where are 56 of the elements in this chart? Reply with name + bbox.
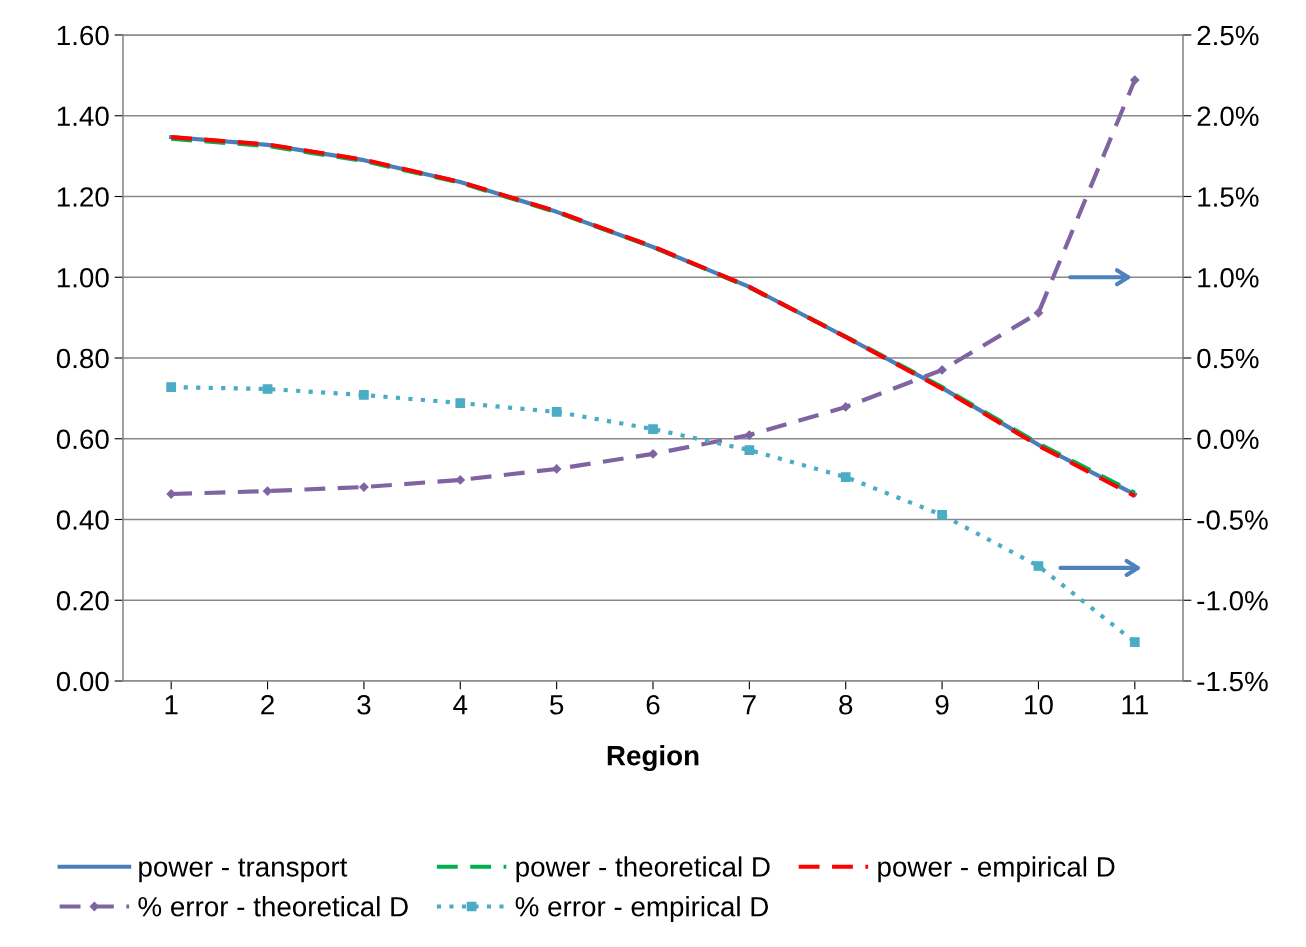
y2-tick-label: 0.5% [1197, 348, 1259, 369]
point [841, 402, 851, 412]
point [166, 382, 177, 392]
y-tick-label: 1.20 [57, 187, 109, 207]
point [166, 489, 176, 499]
x-tick-label: 9 [935, 694, 949, 715]
y-tick-label: 0.40 [56, 510, 109, 530]
x-tick-label: 4 [453, 695, 468, 715]
point [1129, 637, 1140, 647]
legend-label: power - transport [139, 858, 348, 883]
y2-tick-label: 2.5% [1197, 25, 1259, 46]
y-tick-label: 1.60 [57, 25, 109, 46]
point [937, 365, 947, 375]
y-tick-label: 0.20 [56, 590, 109, 611]
x-tick-label: 6 [646, 694, 660, 715]
point [1033, 308, 1044, 318]
point [840, 472, 851, 482]
point [648, 424, 658, 434]
y-tick-label: 0.80 [56, 348, 109, 369]
point [1033, 561, 1044, 571]
point [455, 398, 466, 408]
point [359, 390, 369, 400]
x-tick-label: 10 [1025, 694, 1053, 715]
y2-tick-label: 0.0% [1197, 429, 1259, 450]
legend-label: % error - theoretical D [138, 896, 408, 917]
y2-tick-label: 1.0% [1198, 267, 1259, 288]
x-tick-label: 1 [165, 695, 178, 715]
y2-tick-label: -1.5% [1197, 671, 1268, 692]
point [648, 449, 658, 459]
point [551, 407, 562, 417]
y-tick-label: 1.00 [57, 267, 109, 288]
x-axis-title: Region [607, 745, 699, 772]
x-tick-label: 2 [261, 694, 274, 715]
y-tick-label: 0.00 [56, 671, 109, 692]
y-tick-label: 0.60 [56, 429, 109, 450]
point [552, 464, 562, 474]
legend-label: power - theoretical D [516, 856, 770, 883]
point [262, 384, 273, 394]
x-tick-label: 5 [550, 695, 564, 715]
y2-tick-label: 2.0% [1197, 106, 1259, 127]
point [1130, 75, 1140, 85]
y2-tick-label: -1.0% [1197, 590, 1268, 611]
x-tick-label: 7 [743, 695, 756, 715]
y2-tick-label: -0.5% [1197, 510, 1268, 530]
y-tick-label: 1.40 [57, 106, 109, 127]
point [937, 510, 947, 520]
legend-label: % error - empirical D [515, 896, 769, 922]
point [744, 445, 755, 455]
point [359, 482, 369, 492]
x-tick-label: 11 [1122, 695, 1148, 715]
point [262, 486, 273, 496]
point [744, 430, 754, 440]
x-tick-label: 3 [357, 694, 371, 715]
x-tick-label: 8 [839, 694, 853, 715]
legend-label: power - empirical D [878, 856, 1115, 883]
y2-tick-label: 1.5% [1198, 187, 1259, 207]
